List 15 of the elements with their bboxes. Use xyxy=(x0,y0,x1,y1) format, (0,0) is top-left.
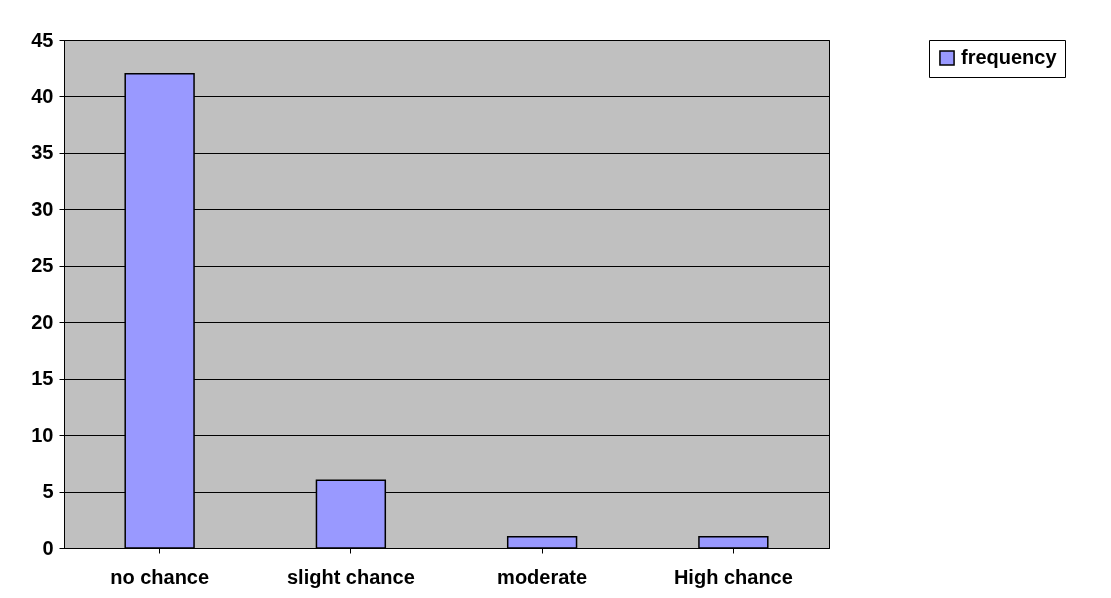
y-tick-label: 0 xyxy=(42,536,54,559)
y-tick-label: 30 xyxy=(31,197,54,220)
y-tick-label: 35 xyxy=(31,141,54,164)
y-tick-label: 45 xyxy=(31,28,54,51)
x-tick-label: High chance xyxy=(673,565,793,588)
y-tick-label: 5 xyxy=(42,480,54,503)
y-tick-label: 25 xyxy=(31,254,54,277)
y-tick-label: 10 xyxy=(31,423,54,446)
y-tick-label: 15 xyxy=(31,367,54,390)
x-tick-label: slight chance xyxy=(286,565,415,588)
x-tick-label: no chance xyxy=(110,565,210,588)
y-tick-label: 20 xyxy=(31,310,54,333)
legend-label: frequency xyxy=(961,46,1058,68)
y-tick-label: 40 xyxy=(31,84,54,107)
x-tick-label: moderate xyxy=(497,565,588,588)
